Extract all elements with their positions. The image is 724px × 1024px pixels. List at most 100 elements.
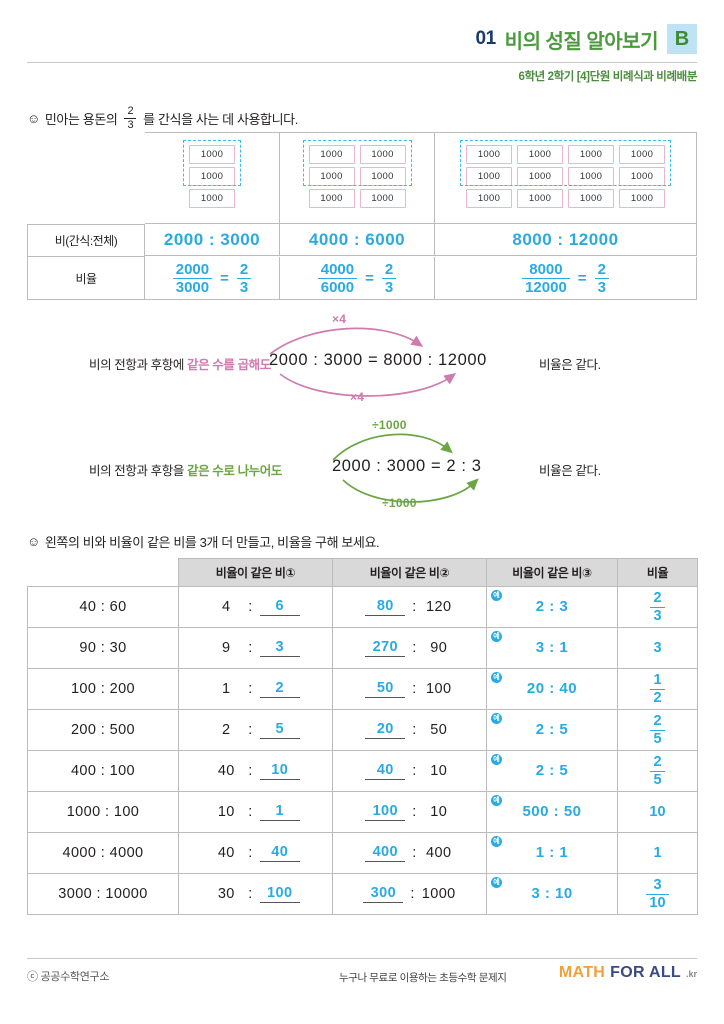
divide-tag-top: ÷1000	[372, 418, 407, 432]
bill-row: 1000	[189, 189, 235, 208]
snack-portion-dashed-box	[460, 140, 671, 186]
equal-ratio-3-value: 1 : 1	[535, 844, 569, 861]
rate-cell[interactable]: 1	[617, 832, 698, 874]
rate-cell[interactable]: 3	[617, 627, 698, 669]
ratio-antecedent[interactable]: 270	[365, 639, 406, 657]
equal-ratio-3-cell[interactable]: 예 1 : 1	[486, 832, 618, 874]
equal-ratio-2-cell[interactable]: 100:10	[332, 791, 487, 833]
header-equal-ratio-2: 비율이 같은 비②	[332, 558, 487, 587]
header-blank	[27, 558, 179, 587]
equal-ratio-1-cell[interactable]: 40:10	[178, 750, 333, 792]
question-1-fraction: 2 3	[124, 106, 137, 131]
equal-ratio-1-cell[interactable]: 10:1	[178, 791, 333, 833]
ratio-antecedent[interactable]: 400	[365, 844, 406, 862]
divide-highlight: 같은 수로 나누어도	[187, 464, 282, 478]
equal-ratio-1-cell[interactable]: 1:2	[178, 668, 333, 710]
page-title: 비의 성질 알아보기	[504, 30, 659, 53]
equal-ratio-1-cell[interactable]: 9:3	[178, 627, 333, 669]
ratio-consequent: 400	[426, 845, 452, 861]
bill-row: 1000	[189, 145, 235, 164]
multiply-lead: 비의 전항과 후항에	[89, 358, 184, 372]
money-bill: 1000	[568, 167, 614, 186]
rate-numerator: 2	[653, 754, 662, 770]
ratio-consequent[interactable]: 2	[259, 680, 300, 698]
ratio-consequent[interactable]: 1	[259, 803, 300, 821]
ratio-consequent: 1000	[421, 886, 456, 902]
example-badge: 예	[491, 877, 502, 888]
money-bill: 1000	[517, 145, 563, 164]
base-ratio-cell: 100 : 200	[27, 668, 179, 710]
ratio-antecedent: 10	[217, 804, 235, 820]
ratio-antecedent[interactable]: 100	[365, 803, 406, 821]
ratio-consequent[interactable]: 3	[259, 639, 300, 657]
header-equal-ratio-1: 비율이 같은 비①	[178, 558, 333, 587]
ratio-colon: :	[248, 640, 253, 656]
bills-group-1: 1000 1000 1000	[183, 140, 241, 211]
rate-cell[interactable]: 3 10	[617, 873, 698, 915]
rate-whole-value: 1	[653, 845, 662, 861]
equal-ratio-3-cell[interactable]: 예 3 : 10	[486, 873, 618, 915]
money-bill: 1000	[568, 189, 614, 208]
divide-arrows	[332, 433, 479, 503]
equal-ratio-2-cell[interactable]: 300:1000	[332, 873, 487, 915]
equal-ratio-2-cell[interactable]: 270:90	[332, 627, 487, 669]
equal-ratio-3-cell[interactable]: 예 2 : 5	[486, 750, 618, 792]
equal-ratio-3-cell[interactable]: 예 500 : 50	[486, 791, 618, 833]
ratio-row: 비(간식:전체) 2000 : 3000 4000 : 6000 8000 : …	[27, 224, 697, 257]
ratio-consequent[interactable]: 10	[259, 762, 300, 780]
answer-table: 비율이 같은 비① 비율이 같은 비② 비율이 같은 비③ 비율 40 : 60…	[27, 558, 698, 915]
ratio-consequent: 120	[426, 599, 452, 615]
rate-cell[interactable]: 10	[617, 791, 698, 833]
base-ratio-cell: 3000 : 10000	[27, 873, 179, 915]
equal-ratio-3-cell[interactable]: 예 2 : 5	[486, 709, 618, 751]
ratio-consequent[interactable]: 100	[259, 885, 300, 903]
money-bill: 1000	[359, 145, 406, 164]
divide-tag-bottom: ÷1000	[382, 496, 417, 510]
rate-denominator: 5	[650, 729, 665, 747]
ratio-antecedent[interactable]: 300	[363, 885, 404, 903]
equal-ratio-2-cell[interactable]: 400:400	[332, 832, 487, 874]
equal-ratio-3-cell[interactable]: 예 2 : 3	[486, 586, 618, 628]
bills-group-2: 1000 1000 1000 1000 1000 1000	[302, 140, 412, 211]
ratio-antecedent[interactable]: 20	[365, 721, 406, 739]
equal-ratio-1-cell[interactable]: 40:40	[178, 832, 333, 874]
equal-ratio-1-cell[interactable]: 2:5	[178, 709, 333, 751]
equal-ratio-3-cell[interactable]: 예 3 : 1	[486, 627, 618, 669]
answer-table-header-row: 비율이 같은 비① 비율이 같은 비② 비율이 같은 비③ 비율	[27, 558, 698, 587]
equal-ratio-3-cell[interactable]: 예 20 : 40	[486, 668, 618, 710]
ratio-consequent: 90	[430, 640, 448, 656]
ratio-consequent[interactable]: 6	[259, 598, 300, 616]
multiply-tail: 비율은 같다.	[539, 358, 601, 372]
rate-fraction: 3 10	[646, 878, 669, 910]
ratio-colon: :	[248, 681, 253, 697]
money-bill: 1000	[517, 189, 563, 208]
bills-cell-1: 1000 1000 1000	[145, 132, 280, 224]
equal-ratio-2-cell[interactable]: 20:50	[332, 709, 487, 751]
bill-row: 1000 1000 1000 1000	[466, 167, 665, 186]
ratio-colon: :	[248, 804, 253, 820]
equal-ratio-2-cell[interactable]: 50:100	[332, 668, 487, 710]
equal-ratio-2-cell[interactable]: 40:10	[332, 750, 487, 792]
ratio-antecedent[interactable]: 50	[365, 680, 406, 698]
smiley-icon-2: ☺	[27, 534, 40, 549]
equal-ratio-3-value: 3 : 1	[535, 639, 569, 656]
ratio-consequent[interactable]: 5	[259, 721, 300, 739]
equal-ratio-1-cell[interactable]: 4:6	[178, 586, 333, 628]
ratio-colon: :	[412, 640, 417, 656]
question-1: ☺ 민아는 용돈의 2 3 를 간식을 사는 데 사용합니다.	[27, 106, 298, 131]
multiply-tag-top: ×4	[332, 312, 347, 326]
equal-ratio-2-cell[interactable]: 80:120	[332, 586, 487, 628]
equal-ratio-1-cell[interactable]: 30:100	[178, 873, 333, 915]
ratio-antecedent[interactable]: 40	[365, 762, 406, 780]
base-ratio-cell: 400 : 100	[27, 750, 179, 792]
header-equal-ratio-3: 비율이 같은 비③	[486, 558, 618, 587]
ratio-antecedent[interactable]: 80	[365, 598, 406, 616]
multiply-equation: 2000 : 3000 = 8000 : 12000	[269, 351, 487, 369]
ratio-consequent[interactable]: 40	[259, 844, 300, 862]
